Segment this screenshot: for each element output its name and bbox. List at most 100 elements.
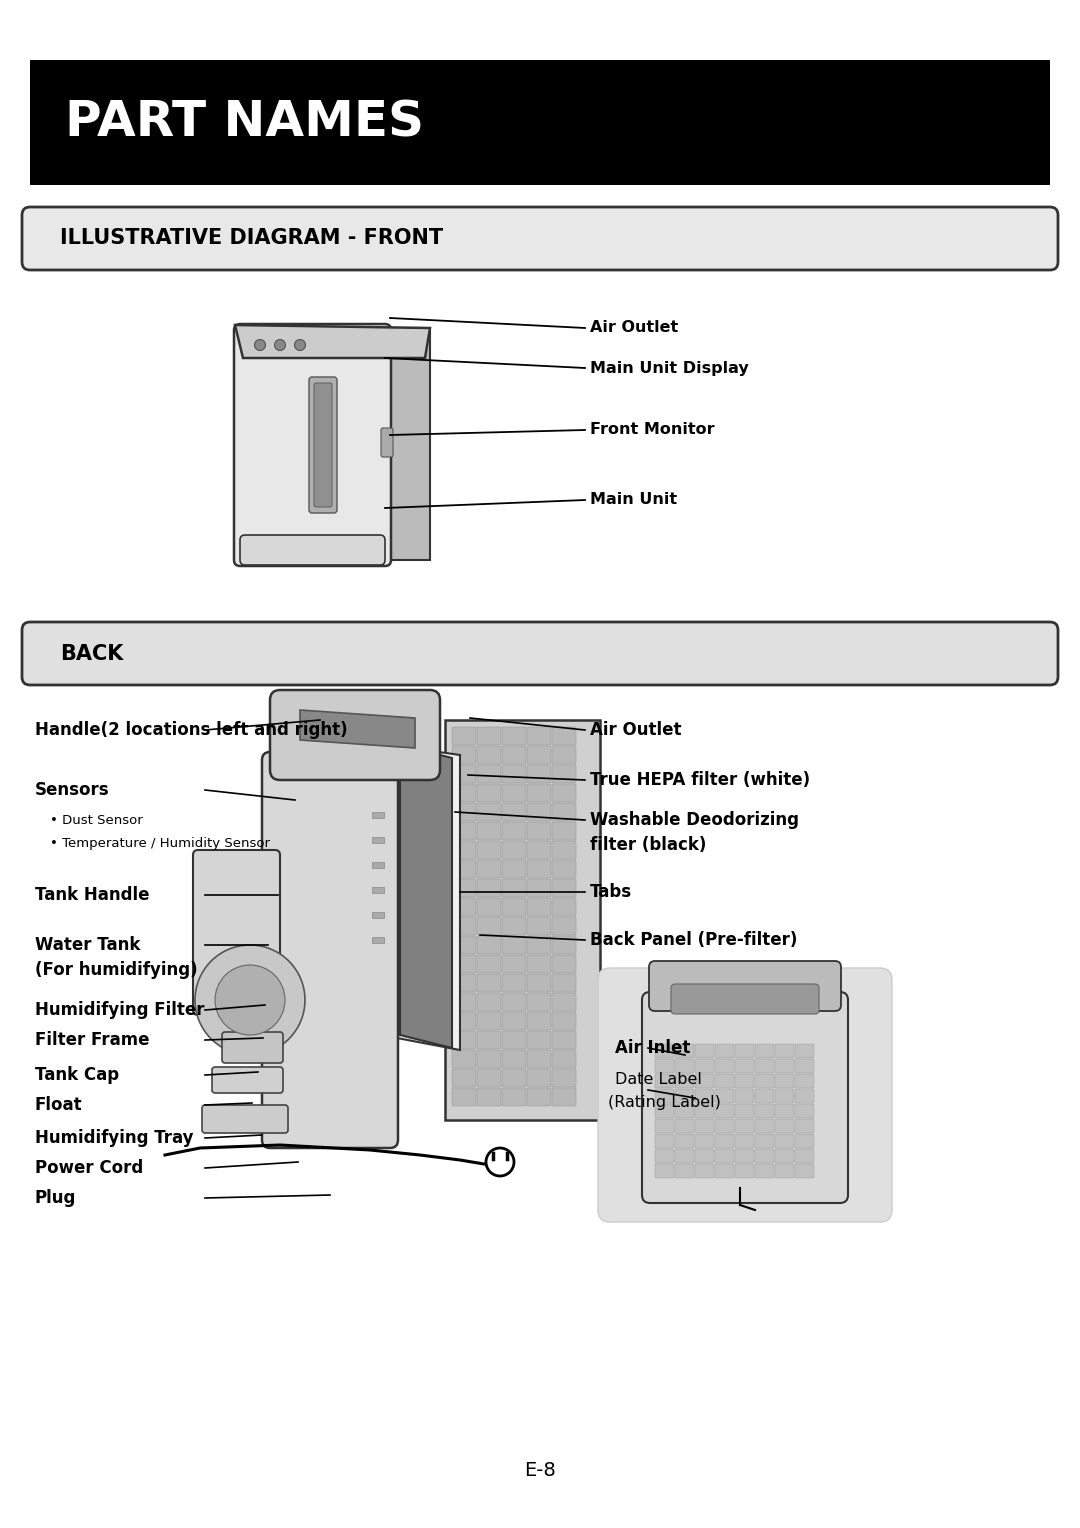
Circle shape bbox=[295, 339, 306, 350]
FancyBboxPatch shape bbox=[477, 804, 501, 821]
FancyBboxPatch shape bbox=[552, 1050, 576, 1068]
FancyBboxPatch shape bbox=[477, 879, 501, 897]
FancyBboxPatch shape bbox=[527, 840, 551, 859]
FancyBboxPatch shape bbox=[314, 384, 332, 507]
Bar bbox=[372, 912, 384, 918]
Text: Humidifying Tray: Humidifying Tray bbox=[35, 1129, 193, 1148]
Text: Tabs: Tabs bbox=[590, 883, 632, 902]
FancyBboxPatch shape bbox=[477, 1070, 501, 1086]
FancyBboxPatch shape bbox=[453, 1012, 476, 1030]
Polygon shape bbox=[355, 740, 460, 1050]
Bar bbox=[372, 937, 384, 943]
Text: BACK: BACK bbox=[60, 643, 123, 663]
FancyBboxPatch shape bbox=[381, 428, 393, 457]
FancyBboxPatch shape bbox=[795, 1164, 814, 1178]
FancyBboxPatch shape bbox=[755, 1164, 774, 1178]
Circle shape bbox=[215, 966, 285, 1034]
FancyBboxPatch shape bbox=[671, 984, 819, 1015]
FancyBboxPatch shape bbox=[502, 1031, 526, 1050]
FancyBboxPatch shape bbox=[675, 1118, 694, 1132]
FancyBboxPatch shape bbox=[552, 1088, 576, 1106]
FancyBboxPatch shape bbox=[735, 1105, 754, 1118]
FancyBboxPatch shape bbox=[715, 1149, 734, 1163]
FancyBboxPatch shape bbox=[527, 1031, 551, 1050]
FancyBboxPatch shape bbox=[696, 1059, 714, 1073]
FancyBboxPatch shape bbox=[696, 1134, 714, 1148]
FancyBboxPatch shape bbox=[502, 955, 526, 973]
FancyBboxPatch shape bbox=[654, 1105, 674, 1118]
FancyBboxPatch shape bbox=[696, 1118, 714, 1132]
FancyBboxPatch shape bbox=[755, 1044, 774, 1057]
Polygon shape bbox=[400, 746, 453, 1048]
FancyBboxPatch shape bbox=[552, 784, 576, 802]
Text: Humidifying Filter: Humidifying Filter bbox=[35, 1001, 204, 1019]
FancyBboxPatch shape bbox=[642, 992, 848, 1203]
FancyBboxPatch shape bbox=[775, 1089, 794, 1103]
FancyBboxPatch shape bbox=[552, 955, 576, 973]
FancyBboxPatch shape bbox=[755, 1118, 774, 1132]
FancyBboxPatch shape bbox=[715, 1044, 734, 1057]
FancyBboxPatch shape bbox=[527, 993, 551, 1012]
FancyBboxPatch shape bbox=[755, 1105, 774, 1118]
FancyBboxPatch shape bbox=[755, 1089, 774, 1103]
FancyBboxPatch shape bbox=[552, 917, 576, 935]
Text: Tank Handle: Tank Handle bbox=[35, 886, 149, 905]
Text: filter (black): filter (black) bbox=[590, 836, 706, 854]
Bar bbox=[372, 837, 384, 843]
FancyBboxPatch shape bbox=[477, 840, 501, 859]
FancyBboxPatch shape bbox=[735, 1164, 754, 1178]
FancyBboxPatch shape bbox=[735, 1074, 754, 1088]
FancyBboxPatch shape bbox=[715, 1134, 734, 1148]
FancyBboxPatch shape bbox=[696, 1074, 714, 1088]
Text: • Dust Sensor: • Dust Sensor bbox=[50, 813, 143, 827]
FancyBboxPatch shape bbox=[654, 1164, 674, 1178]
FancyBboxPatch shape bbox=[552, 804, 576, 821]
FancyBboxPatch shape bbox=[552, 879, 576, 897]
FancyBboxPatch shape bbox=[527, 937, 551, 953]
FancyBboxPatch shape bbox=[654, 1134, 674, 1148]
Text: Handle(2 locations left and right): Handle(2 locations left and right) bbox=[35, 721, 348, 740]
Text: True HEPA filter (white): True HEPA filter (white) bbox=[590, 772, 810, 788]
Text: Filter Frame: Filter Frame bbox=[35, 1031, 149, 1050]
FancyBboxPatch shape bbox=[477, 993, 501, 1012]
FancyBboxPatch shape bbox=[527, 955, 551, 973]
Text: Air Outlet: Air Outlet bbox=[590, 721, 681, 740]
FancyBboxPatch shape bbox=[715, 1105, 734, 1118]
FancyBboxPatch shape bbox=[654, 1044, 674, 1057]
FancyBboxPatch shape bbox=[527, 860, 551, 879]
FancyBboxPatch shape bbox=[675, 1164, 694, 1178]
FancyBboxPatch shape bbox=[715, 1118, 734, 1132]
FancyBboxPatch shape bbox=[502, 727, 526, 746]
FancyBboxPatch shape bbox=[755, 1134, 774, 1148]
FancyBboxPatch shape bbox=[453, 860, 476, 879]
Text: ILLUSTRATIVE DIAGRAM - FRONT: ILLUSTRATIVE DIAGRAM - FRONT bbox=[60, 229, 443, 249]
FancyBboxPatch shape bbox=[675, 1149, 694, 1163]
FancyBboxPatch shape bbox=[598, 969, 892, 1222]
FancyBboxPatch shape bbox=[502, 784, 526, 802]
FancyBboxPatch shape bbox=[22, 206, 1058, 270]
FancyBboxPatch shape bbox=[502, 1088, 526, 1106]
FancyBboxPatch shape bbox=[477, 898, 501, 915]
FancyBboxPatch shape bbox=[477, 1012, 501, 1030]
FancyBboxPatch shape bbox=[477, 1050, 501, 1068]
FancyBboxPatch shape bbox=[755, 1149, 774, 1163]
Text: Front Monitor: Front Monitor bbox=[590, 423, 715, 437]
Circle shape bbox=[486, 1148, 514, 1177]
FancyBboxPatch shape bbox=[675, 1059, 694, 1073]
FancyBboxPatch shape bbox=[735, 1118, 754, 1132]
FancyBboxPatch shape bbox=[654, 1149, 674, 1163]
FancyBboxPatch shape bbox=[309, 377, 337, 513]
FancyBboxPatch shape bbox=[502, 937, 526, 953]
FancyBboxPatch shape bbox=[735, 1149, 754, 1163]
FancyBboxPatch shape bbox=[502, 840, 526, 859]
FancyBboxPatch shape bbox=[552, 746, 576, 764]
FancyBboxPatch shape bbox=[453, 727, 476, 746]
FancyBboxPatch shape bbox=[527, 917, 551, 935]
FancyBboxPatch shape bbox=[654, 1089, 674, 1103]
Polygon shape bbox=[300, 711, 415, 749]
FancyBboxPatch shape bbox=[552, 898, 576, 915]
FancyBboxPatch shape bbox=[527, 1070, 551, 1086]
FancyBboxPatch shape bbox=[262, 752, 399, 1148]
FancyBboxPatch shape bbox=[795, 1044, 814, 1057]
Bar bbox=[30, 60, 1050, 185]
